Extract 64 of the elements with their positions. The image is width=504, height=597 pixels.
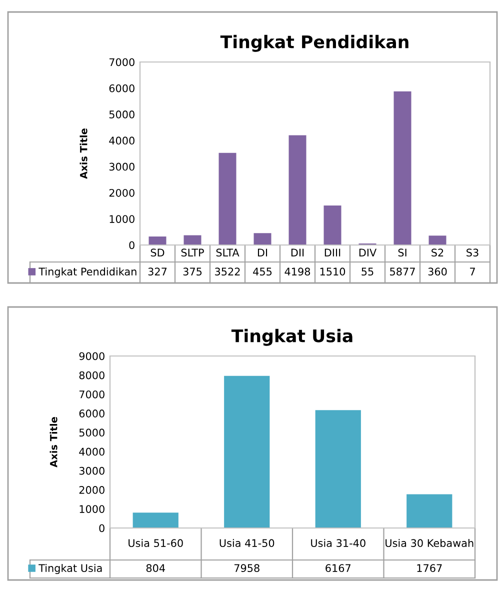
x-tick-label: SI bbox=[398, 248, 406, 257]
y-tick-label: 2000 bbox=[109, 188, 134, 197]
data-label: 1767 bbox=[417, 564, 442, 572]
y-tick-label: 4000 bbox=[79, 448, 104, 456]
data-label: 4198 bbox=[284, 268, 310, 276]
data-label: 3522 bbox=[215, 268, 240, 276]
y-tick-label: 1000 bbox=[110, 215, 134, 223]
y-tick-label: 8000 bbox=[79, 371, 104, 380]
y-tick-label: 5000 bbox=[79, 428, 104, 437]
x-tick-label: SLTA bbox=[216, 248, 240, 257]
x-tick-label: SD bbox=[150, 248, 164, 257]
y-tick-label: 6000 bbox=[79, 410, 104, 418]
x-tick-label: S2 bbox=[432, 248, 444, 257]
data-label: 1510 bbox=[320, 268, 346, 276]
data-label: 455 bbox=[253, 268, 272, 276]
y-tick-label: 3000 bbox=[79, 466, 104, 475]
x-tick-label: DII bbox=[291, 248, 304, 256]
y-tick-label: 9000 bbox=[79, 352, 104, 360]
bar bbox=[254, 233, 272, 245]
y-tick-label: 0 bbox=[99, 524, 104, 532]
bar bbox=[315, 410, 361, 528]
bar bbox=[218, 152, 236, 245]
x-tick-label: S3 bbox=[466, 248, 478, 257]
data-label: 7958 bbox=[234, 564, 260, 572]
x-tick-label: Usia 41-50 bbox=[220, 538, 274, 548]
y-tick-label: 2000 bbox=[79, 486, 104, 494]
data-label: 6167 bbox=[326, 564, 350, 572]
y-tick-label: 5000 bbox=[109, 110, 134, 118]
x-tick-label: DIII bbox=[324, 248, 340, 256]
bar bbox=[406, 494, 452, 528]
data-label: 804 bbox=[146, 564, 165, 572]
y-tick-label: 0 bbox=[129, 241, 134, 250]
bar bbox=[132, 512, 178, 528]
y-tick-label: 6000 bbox=[109, 84, 134, 92]
bar bbox=[184, 235, 202, 245]
data-label: 327 bbox=[148, 268, 167, 276]
y-tick-label: 7000 bbox=[109, 58, 134, 66]
y-tick-label: 4000 bbox=[109, 136, 134, 145]
bar bbox=[394, 91, 412, 245]
bar bbox=[148, 236, 166, 245]
data-label: 360 bbox=[428, 268, 447, 276]
y-axis-title: Axis Title bbox=[80, 128, 88, 179]
bar bbox=[224, 376, 270, 528]
x-tick-label: DIV bbox=[359, 248, 377, 256]
data-label: 55 bbox=[362, 268, 374, 276]
y-tick-label: 3000 bbox=[109, 162, 134, 171]
bar bbox=[324, 206, 342, 245]
x-tick-label: Usia 31-40 bbox=[311, 538, 366, 548]
x-tick-label: Usia 30 Kebawah bbox=[386, 538, 474, 548]
y-axis-title: Axis Title bbox=[50, 417, 58, 468]
bar bbox=[288, 135, 306, 245]
y-tick-label: 7000 bbox=[79, 390, 104, 398]
chart-title: Tingkat Pendidikan bbox=[220, 34, 408, 52]
legend-label: Tingkat Pendidikan bbox=[38, 267, 136, 278]
x-tick-label: Usia 51-60 bbox=[128, 538, 183, 548]
chart-title: Tingkat Usia bbox=[231, 328, 352, 346]
x-tick-label: DI bbox=[258, 248, 268, 256]
data-label: 375 bbox=[183, 268, 202, 276]
bar bbox=[428, 236, 446, 245]
legend-label: Tingkat Usia bbox=[38, 564, 102, 574]
data-label: 7 bbox=[470, 268, 475, 276]
y-tick-label: 1000 bbox=[80, 505, 104, 513]
x-tick-label: SLTP bbox=[181, 248, 204, 257]
data-label: 5877 bbox=[390, 268, 415, 276]
